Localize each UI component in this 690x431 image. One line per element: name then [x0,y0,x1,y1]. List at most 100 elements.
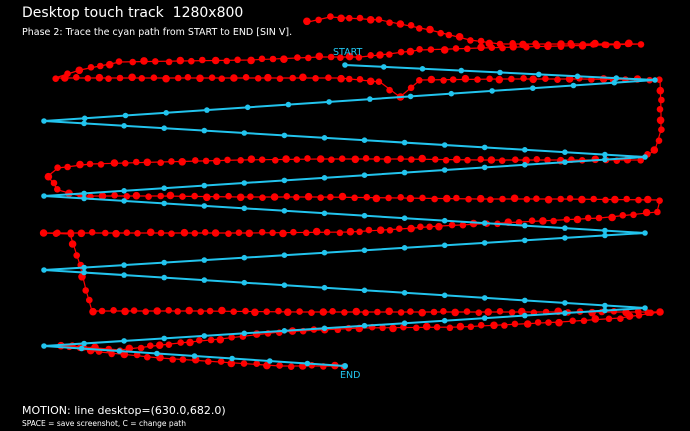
touch-sample-dot [413,324,420,332]
touch-sample-dot [656,76,663,83]
touch-sample-dot [290,228,297,236]
touch-sample-dot [397,194,405,201]
touch-sample-dot [446,324,454,332]
path-node-dot [497,69,503,76]
path-end-dot [342,363,348,369]
path-node-dot [562,300,568,306]
touch-sample-dot [296,308,303,315]
touch-sample-dot [647,309,654,317]
touch-sample-dot [177,339,184,346]
touch-sample-dot [599,75,608,83]
touch-sample-dot [270,193,279,201]
touch-sample-dot [166,191,175,200]
touch-sample-dot [385,194,392,202]
touch-sample-dot [102,229,109,237]
touch-sample-dot [97,161,105,168]
path-node-dot [481,295,488,301]
path-node-dot [321,249,328,256]
touch-sample-dot [642,208,651,217]
touch-sample-dot [426,223,433,231]
path-node-dot [81,120,87,127]
touch-sample-dot [269,229,276,237]
path-node-dot [81,269,87,276]
touch-sample-dot [544,42,552,51]
path-node-dot [574,73,581,80]
path-node-dot [321,284,328,291]
path-node-dot [201,257,208,263]
touch-sample-dot [624,40,632,48]
path-node-dot [161,259,167,266]
touch-sample-dot [591,315,600,323]
path-node-dot [121,123,127,129]
touch-sample-dot [408,156,415,163]
touch-sample-dot [169,356,176,363]
touch-sample-dot [351,194,358,202]
touch-sample-dot [463,308,471,315]
touch-sample-dot [213,157,221,166]
touch-sample-dot [303,17,311,26]
touch-sample-dot [227,359,236,368]
touch-sample-dot [121,307,129,316]
touch-sample-dot [656,197,663,204]
touch-sample-dot [192,157,199,164]
touch-sample-dot [319,308,328,316]
touch-sample-dot [512,156,519,163]
touch-sample-dot [345,52,354,61]
path-node-dot [81,195,87,202]
touch-sample-dot [451,308,460,317]
touch-sample-dot [580,317,588,325]
touch-sample-dot [112,229,120,238]
touch-sample-dot [432,156,439,163]
touch-sample-dot [247,193,254,200]
path-node-dot [161,125,167,131]
touch-sample-dot [269,55,277,63]
path-node-dot [121,188,127,194]
path-node-dot [201,127,208,134]
touch-sample-dot [147,342,154,350]
touch-sample-dot [440,308,447,315]
path-node-dot [401,169,408,176]
touch-sample-dot [87,64,95,71]
path-node-dot [201,277,208,283]
touch-sample-dot [303,229,310,237]
touch-sample-dot [589,41,597,48]
path-node-dot [481,315,488,321]
touch-sample-dot [397,309,405,316]
touch-sample-dot [329,308,336,315]
touch-sample-dot [417,223,424,231]
touch-sample-dot [529,75,537,84]
path-node-dot [613,75,620,81]
touch-sample-dot [225,192,232,200]
touch-sample-dot [165,341,173,349]
touch-sample-dot [448,221,456,229]
touch-sample-dot [230,308,237,316]
touch-sample-dot [630,211,637,219]
path-node-dot [321,175,328,181]
touch-sample-dot [97,62,104,70]
touch-sample-dot [179,356,187,363]
touch-sample-dot [362,309,369,317]
target-path [41,62,658,369]
touch-sample-dot [418,154,427,163]
touch-sample-dot [157,229,165,237]
path-node-dot [121,262,127,268]
path-node-dot [481,144,488,151]
path-node-dot [81,115,88,122]
touch-sample-dot [365,226,373,234]
touch-sample-dot [143,158,152,167]
path-node-dot [361,137,368,143]
touch-sample-dot [363,193,371,201]
path-node-dot [530,85,536,91]
path-node-dot [361,172,368,178]
touch-sample-dot [168,230,175,237]
path-node-dot [41,267,47,273]
path-node-dot [154,350,160,357]
touch-sample-dot [386,51,393,58]
touch-sample-dot [437,29,445,37]
touch-sample-dot [477,156,485,163]
touch-sample-dot [123,229,131,236]
touch-sample-dot [73,74,80,81]
touch-sample-dot [293,156,301,163]
